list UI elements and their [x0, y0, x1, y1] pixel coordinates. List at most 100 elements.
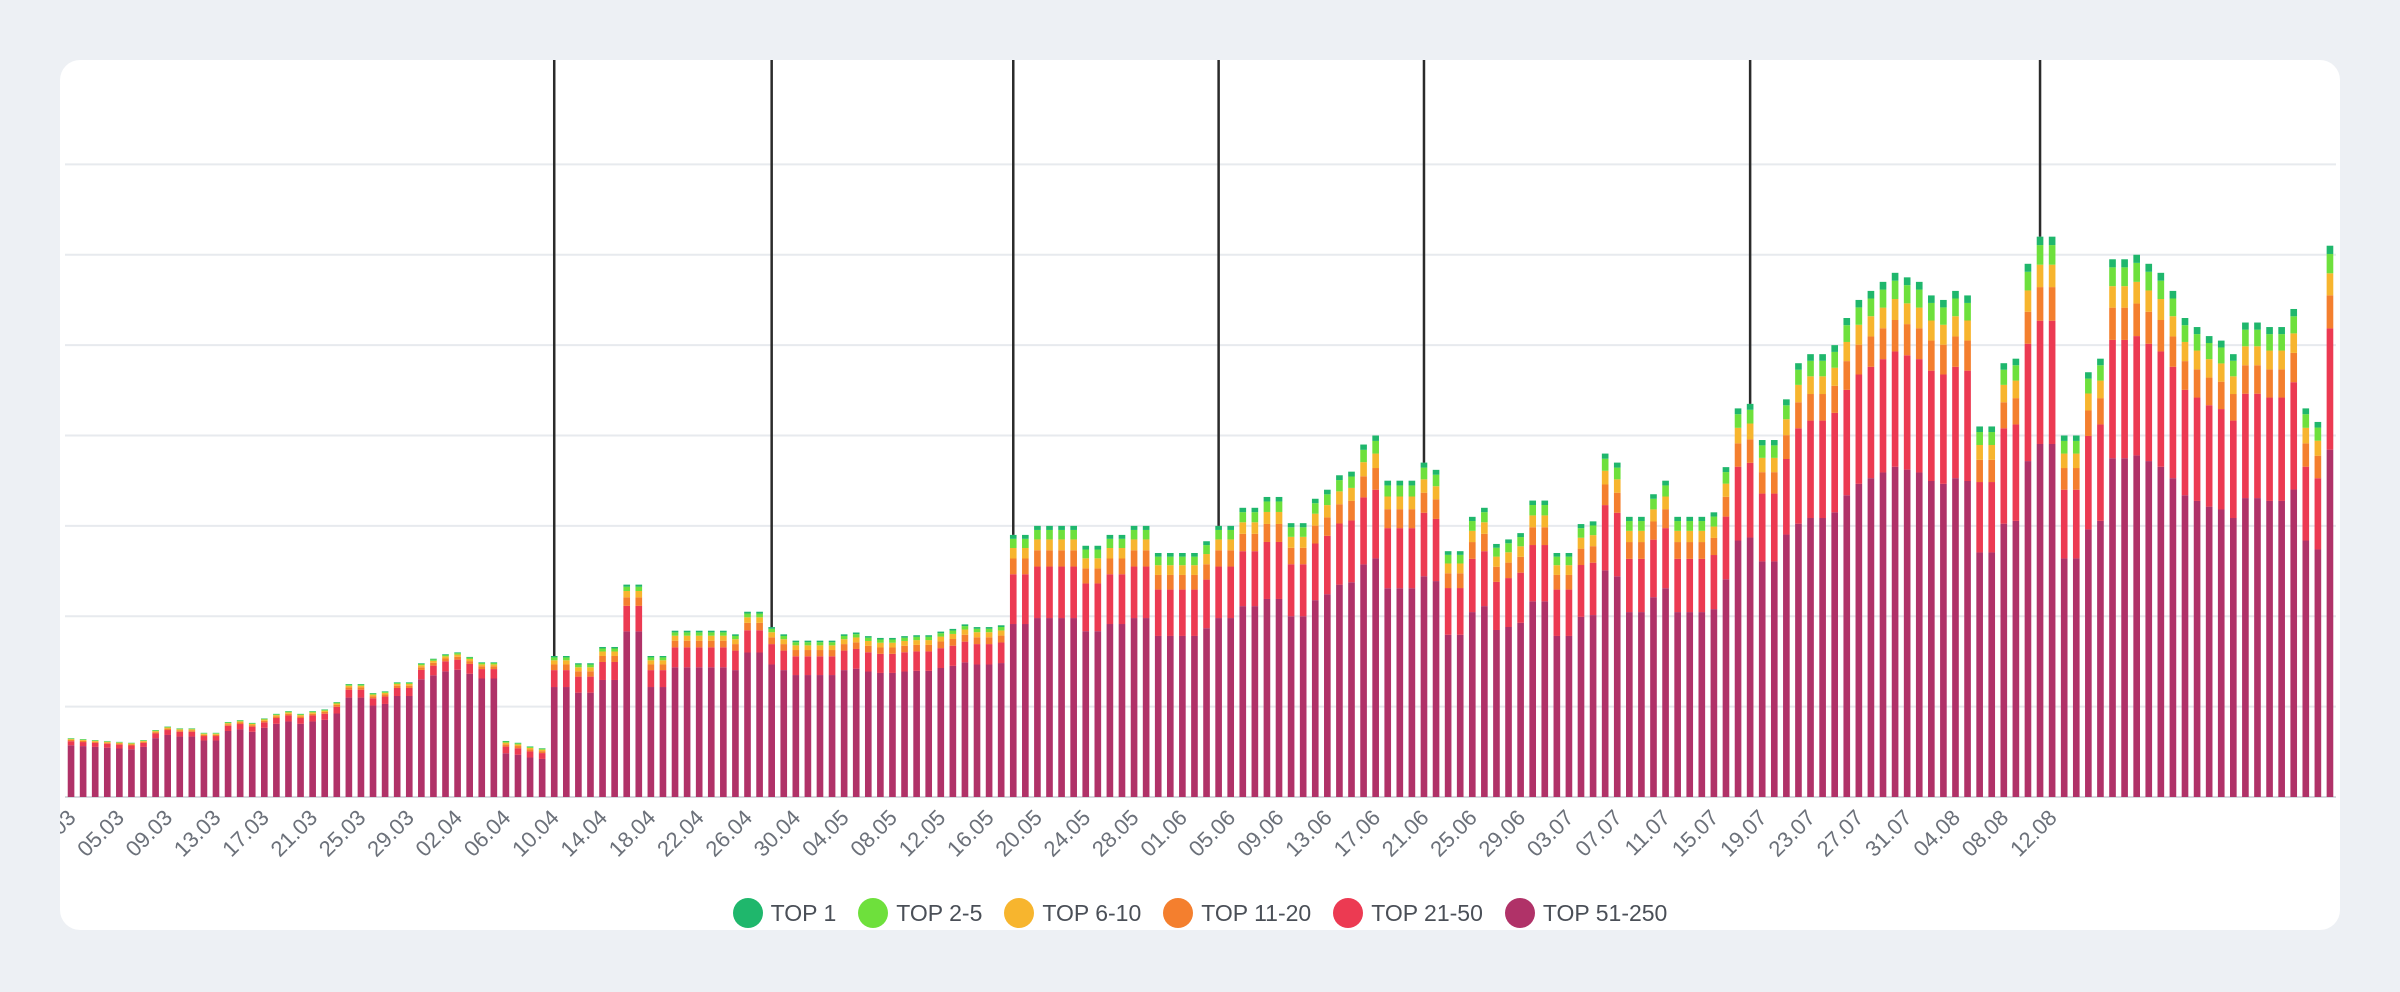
bar-segment-top-51-250[interactable] — [1891, 466, 1899, 797]
bar-segment-top-6-10[interactable] — [671, 635, 679, 641]
bar-segment-top-51-250[interactable] — [1227, 618, 1235, 797]
bar-segment-top-2-5[interactable] — [949, 630, 957, 634]
bar-segment-top-11-20[interactable] — [91, 741, 99, 743]
bar-segment-top-21-50[interactable] — [297, 718, 304, 724]
bar-segment-top-1[interactable] — [1022, 534, 1029, 539]
bar-segment-top-51-250[interactable] — [116, 748, 123, 797]
bar-segment-top-2-5[interactable] — [1130, 529, 1138, 540]
bar-segment-top-21-50[interactable] — [1106, 574, 1114, 625]
bar-segment-top-2-5[interactable] — [1432, 474, 1440, 487]
bar-segment-top-1[interactable] — [2157, 272, 2165, 281]
bar-segment-top-2-5[interactable] — [1106, 538, 1114, 549]
bar-segment-top-2-5[interactable] — [1928, 302, 1935, 321]
bar-segment-top-11-20[interactable] — [369, 696, 377, 699]
bar-segment-top-51-250[interactable] — [285, 721, 292, 797]
bar-segment-top-2-5[interactable] — [1589, 525, 1597, 536]
bar-segment-top-21-50[interactable] — [828, 656, 836, 676]
bar-segment-top-2-5[interactable] — [309, 711, 316, 713]
bar-segment-top-51-250[interactable] — [1360, 564, 1367, 797]
bar-segment-top-6-10[interactable] — [1867, 316, 1875, 337]
bar-segment-top-51-250[interactable] — [454, 669, 461, 797]
bar-segment-top-1[interactable] — [1783, 399, 1790, 406]
bar-segment-top-6-10[interactable] — [1541, 515, 1549, 528]
bar-segment-top-11-20[interactable] — [695, 640, 703, 648]
bar-segment-top-11-20[interactable] — [188, 730, 196, 732]
bar-segment-top-2-5[interactable] — [2169, 298, 2177, 317]
bar-segment-top-11-20[interactable] — [707, 640, 715, 648]
bar-segment-top-21-50[interactable] — [1976, 482, 1983, 553]
bar-segment-top-1[interactable] — [490, 662, 498, 664]
bar-segment-top-1[interactable] — [1336, 475, 1343, 481]
bar-segment-top-1[interactable] — [2109, 259, 2116, 268]
bar-segment-top-11-20[interactable] — [816, 650, 824, 657]
bar-segment-top-21-50[interactable] — [1118, 574, 1126, 625]
bar-segment-top-21-50[interactable] — [1795, 428, 1802, 524]
bar-segment-top-21-50[interactable] — [1650, 539, 1657, 598]
bar-segment-top-21-50[interactable] — [1553, 589, 1561, 636]
bar-segment-top-1[interactable] — [2254, 322, 2261, 330]
bar-segment-top-51-250[interactable] — [2290, 489, 2298, 797]
bar-segment-top-2-5[interactable] — [671, 632, 679, 636]
bar-segment-top-11-20[interactable] — [116, 743, 123, 745]
bar-segment-top-21-50[interactable] — [961, 641, 969, 663]
bar-segment-top-6-10[interactable] — [1324, 505, 1331, 518]
bar-segment-top-2-5[interactable] — [732, 635, 739, 640]
bar-segment-top-6-10[interactable] — [985, 632, 993, 638]
bar-segment-top-1[interactable] — [1179, 552, 1186, 557]
bar-segment-top-11-20[interactable] — [1505, 562, 1512, 579]
bar-segment-top-21-50[interactable] — [1384, 528, 1392, 589]
bar-segment-top-1[interactable] — [647, 656, 655, 658]
bar-segment-top-6-10[interactable] — [695, 635, 703, 641]
bar-segment-top-1[interactable] — [587, 663, 594, 665]
bar-segment-top-6-10[interactable] — [1251, 522, 1259, 534]
bar-segment-top-11-20[interactable] — [2012, 398, 2020, 425]
bar-segment-top-2-5[interactable] — [623, 586, 631, 591]
bar-segment-top-2-5[interactable] — [79, 739, 87, 741]
bar-segment-top-51-250[interactable] — [599, 679, 606, 797]
bar-segment-top-11-20[interactable] — [1420, 492, 1428, 513]
bar-segment-top-6-10[interactable] — [780, 639, 788, 645]
bar-segment-top-6-10[interactable] — [140, 740, 147, 742]
bar-segment-top-6-10[interactable] — [2036, 264, 2044, 288]
bar-segment-top-6-10[interactable] — [635, 590, 643, 598]
bar-segment-top-21-50[interactable] — [1505, 578, 1512, 628]
bar-segment-top-51-250[interactable] — [260, 727, 268, 797]
bar-segment-top-2-5[interactable] — [961, 626, 969, 630]
bar-segment-top-51-250[interactable] — [526, 757, 534, 797]
bar-segment-top-2-5[interactable] — [1311, 503, 1319, 514]
bar-segment-top-1[interactable] — [2302, 408, 2310, 415]
bar-segment-top-2-5[interactable] — [140, 740, 147, 741]
bar-segment-top-21-50[interactable] — [1324, 535, 1331, 595]
bar-segment-top-2-5[interactable] — [1577, 528, 1585, 538]
bar-segment-top-2-5[interactable] — [2266, 334, 2273, 351]
bar-segment-top-6-10[interactable] — [1336, 491, 1343, 505]
bar-segment-top-6-10[interactable] — [1166, 565, 1174, 575]
bar-segment-top-11-20[interactable] — [720, 640, 727, 648]
bar-segment-top-11-20[interactable] — [1915, 328, 1923, 360]
bar-segment-top-2-5[interactable] — [2217, 347, 2225, 364]
bar-segment-top-51-250[interactable] — [2060, 558, 2068, 797]
bar-segment-top-11-20[interactable] — [1481, 533, 1488, 552]
bar-segment-top-51-250[interactable] — [502, 753, 510, 797]
bar-segment-top-2-5[interactable] — [1517, 537, 1524, 547]
bar-segment-top-1[interactable] — [949, 628, 957, 631]
bar-segment-top-2-5[interactable] — [864, 637, 872, 641]
bar-segment-top-2-5[interactable] — [1903, 285, 1911, 304]
bar-segment-top-21-50[interactable] — [1565, 589, 1573, 636]
bar-segment-top-1[interactable] — [1686, 516, 1694, 522]
bar-segment-top-11-20[interactable] — [140, 741, 147, 743]
bar-segment-top-21-50[interactable] — [1034, 566, 1041, 619]
bar-segment-top-6-10[interactable] — [236, 721, 244, 723]
bar-segment-top-21-50[interactable] — [1009, 574, 1017, 625]
bar-segment-top-2-5[interactable] — [792, 642, 800, 646]
bar-segment-top-11-20[interactable] — [550, 664, 558, 671]
bar-segment-top-2-5[interactable] — [1493, 547, 1500, 557]
bar-segment-top-2-5[interactable] — [224, 722, 232, 724]
bar-segment-top-1[interactable] — [1034, 525, 1041, 530]
bar-segment-top-6-10[interactable] — [1915, 307, 1923, 329]
bar-segment-top-6-10[interactable] — [756, 617, 763, 623]
bar-segment-top-6-10[interactable] — [683, 635, 691, 641]
bar-segment-top-2-5[interactable] — [1239, 512, 1247, 523]
bar-segment-top-6-10[interactable] — [2109, 286, 2116, 308]
bar-segment-top-6-10[interactable] — [1686, 530, 1694, 543]
